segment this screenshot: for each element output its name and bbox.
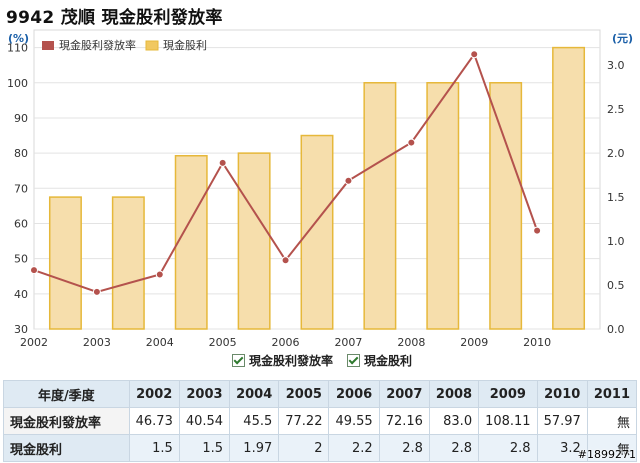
chart-title: 9942 茂順 現金股利發放率 (6, 8, 223, 28)
bar-cash-dividend (111, 196, 145, 330)
left-tick-label: 90 (14, 112, 28, 125)
left-tick-label: 30 (14, 323, 28, 336)
table-header-year: 2002 (128, 380, 180, 408)
legend-label-cash-dividend: 現金股利 (163, 38, 207, 52)
bar-cash-dividend (426, 82, 460, 330)
x-tick-label: 2007 (334, 336, 362, 349)
data-table: 年度/季度 2002 2003 2004 2005 2006 2007 2008… (3, 380, 638, 462)
table-cell: 無 (586, 407, 638, 435)
table-cell: 45.5 (229, 407, 280, 435)
table-cell: 77.22 (278, 407, 330, 435)
table-cell: 57.97 (536, 407, 588, 435)
table-cell: 1.97 (229, 434, 280, 462)
left-axis-unit: (%) (8, 32, 29, 45)
legend-label-payout-ratio: 現金股利發放率 (59, 38, 136, 52)
bar-cash-dividend (552, 46, 586, 330)
table-header-year: 2004 (229, 380, 280, 408)
table-row-label: 現金股利 (3, 434, 130, 462)
point-payout-ratio (470, 50, 479, 59)
right-tick-label: 0.5 (607, 279, 625, 292)
left-tick-label: 50 (14, 253, 28, 266)
table-cell: 49.55 (328, 407, 380, 435)
left-tick-label: 40 (14, 288, 28, 301)
table-header-year: 2007 (378, 380, 430, 408)
table-row-label: 現金股利發放率 (3, 407, 130, 435)
x-tick-label: 2005 (209, 336, 237, 349)
table-cell: 2.8 (378, 434, 430, 462)
table-cell: 2 (278, 434, 330, 462)
left-tick-label: 100 (7, 77, 28, 90)
dividend-chart: 30 40 50 60 70 80 90 100 110 0.0 0.5 1.0 1.5 2.0 2.5 3.… (7, 29, 633, 349)
point-payout-ratio (344, 176, 353, 185)
table-cell: 無 (586, 434, 638, 462)
legend-swatch-payout-ratio (42, 41, 54, 50)
table-cell: 83.0 (428, 407, 480, 435)
table-cell: 1.5 (178, 434, 231, 462)
point-payout-ratio (533, 226, 542, 235)
table-header-label: 年度/季度 (3, 380, 130, 408)
right-axis-unit: (元) (612, 32, 633, 45)
table-row: 現金股利 1.5 1.5 1.97 2 2.2 2.8 2.8 2.8 3.2 … (3, 434, 638, 462)
bar-cash-dividend (174, 155, 208, 330)
table-cell: 108.11 (478, 407, 538, 435)
left-tick-label: 70 (14, 182, 28, 195)
bar-cash-dividend (363, 82, 397, 330)
point-payout-ratio (92, 287, 101, 296)
point-payout-ratio (155, 270, 164, 279)
checkbox-icon[interactable] (232, 354, 245, 367)
point-payout-ratio (218, 158, 227, 167)
legend-toggle-payout-ratio[interactable]: 現金股利發放率 (232, 352, 333, 369)
x-tick-label: 2004 (146, 336, 174, 349)
table-header-year: 2005 (278, 380, 330, 408)
bar-cash-dividend (300, 134, 334, 330)
point-payout-ratio (281, 256, 290, 265)
x-tick-label: 2006 (272, 336, 300, 349)
bar-cash-dividend (48, 196, 82, 330)
right-tick-label: 2.0 (607, 147, 625, 160)
bottom-legend: 現金股利發放率 現金股利 (232, 352, 412, 369)
table-header-year: 2003 (178, 380, 231, 408)
right-tick-label: 3.0 (607, 59, 625, 72)
legend-swatch-cash-dividend (145, 40, 159, 51)
x-tick-label: 2008 (397, 336, 425, 349)
table-cell: 40.54 (178, 407, 231, 435)
legend-toggle-cash-dividend[interactable]: 現金股利 (347, 352, 412, 369)
table-row: 現金股利發放率 46.73 40.54 45.5 77.22 49.55 72.… (3, 407, 638, 435)
table-cell: 72.16 (378, 407, 430, 435)
x-tick-label: 2003 (83, 336, 111, 349)
legend-toggle-label: 現金股利發放率 (249, 354, 334, 368)
left-tick-label: 110 (7, 42, 28, 55)
table-cell: 1.5 (128, 434, 180, 462)
table-header-year: 2009 (478, 380, 538, 408)
table-cell: 2.2 (328, 434, 380, 462)
table-header-year: 2010 (536, 380, 588, 408)
bar-cash-dividend (237, 152, 271, 330)
right-tick-label: 1.0 (607, 235, 625, 248)
x-tick-label: 2009 (460, 336, 488, 349)
table-header-year: 2008 (428, 380, 480, 408)
right-tick-label: 1.5 (607, 191, 625, 204)
table-cell: 2.8 (478, 434, 538, 462)
right-tick-label: 0.0 (607, 323, 625, 336)
table-cell: 3.2 (536, 434, 588, 462)
table-header-year: 2011 (586, 380, 638, 408)
x-tick-label: 2010 (523, 336, 551, 349)
table-header-row: 年度/季度 2002 2003 2004 2005 2006 2007 2008… (3, 380, 638, 408)
right-tick-label: 2.5 (607, 103, 625, 116)
legend-toggle-label: 現金股利 (364, 354, 413, 368)
watermark: #1899271 (577, 448, 636, 461)
checkbox-icon[interactable] (347, 354, 361, 367)
table-cell: 2.8 (428, 434, 480, 462)
left-tick-label: 60 (14, 217, 28, 230)
x-tick-label: 2002 (20, 336, 48, 349)
bar-cash-dividend (489, 82, 523, 330)
point-payout-ratio (407, 138, 416, 147)
table-cell: 46.73 (128, 407, 180, 435)
point-payout-ratio (30, 266, 38, 275)
left-tick-label: 80 (14, 147, 28, 160)
table-header-year: 2006 (328, 380, 380, 408)
